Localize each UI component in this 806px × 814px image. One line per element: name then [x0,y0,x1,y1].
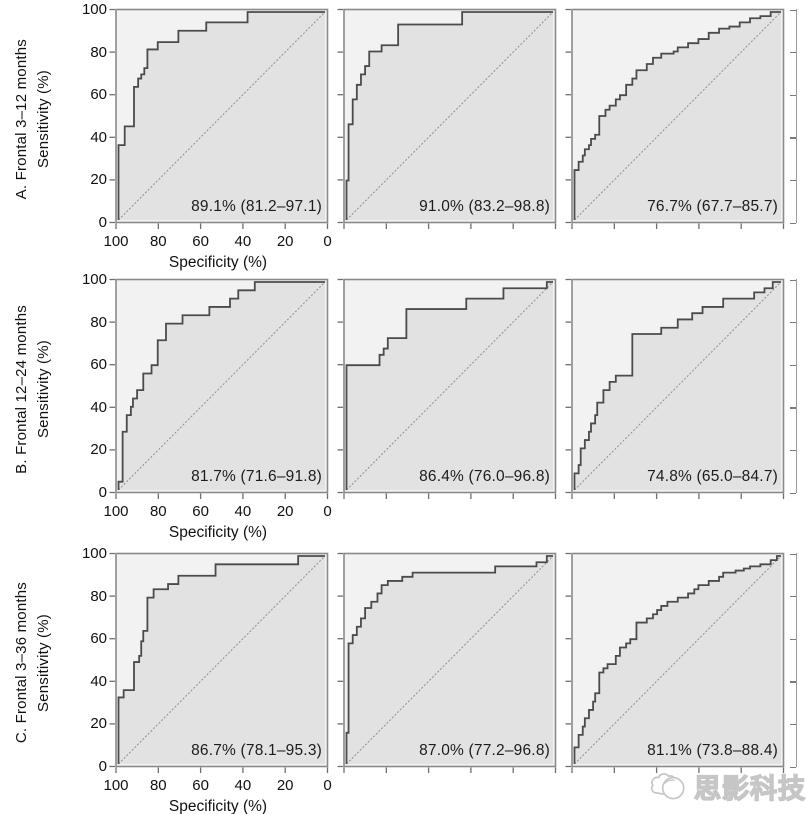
y-tick-label: 0 [98,758,107,775]
y-tick-label: 20 [90,441,107,459]
y-tick-label: 80 [90,313,107,331]
y-axis-ticks: 0 20 40 60 80 100 [58,1,107,231]
x-tick-label: 20 [276,233,294,250]
x-axis-labels: Specificity (%) 100 80 60 40 20 0 [103,232,331,278]
cropped-axis-edge [790,8,804,230]
specificity-axis-label: Specificity (%) [168,798,268,814]
x-tick-label: 40 [234,777,252,794]
auc-annotation: 81.1% (73.8–88.4) [647,742,778,759]
roc-panel-a1: 89.1% (81.2–97.1) [107,8,329,231]
row-a-title: A. Frontal 3–12 months [13,38,31,200]
auc-annotation: 74.8% (65.0–84.7) [647,468,778,485]
row-a-label: A. Frontal 3–12 months Sensitivity (%) [8,8,58,230]
y-axis-ticks: 0 20 40 60 80 100 [58,545,107,775]
y-tick-label: 20 [90,171,107,189]
auc-annotation: 86.7% (78.1–95.3) [191,742,322,759]
y-tick-label: 80 [90,587,107,605]
x-tick-label: 0 [323,777,332,794]
watermark-text: 思影科技 [693,773,806,804]
y-tick-label: 100 [81,271,107,288]
row-c-label: C. Frontal 3–36 months Sensitivity (%) [8,552,58,774]
roc-panel-c1: 86.7% (78.1–95.3) [107,552,329,775]
auc-annotation: 89.1% (81.2–97.1) [191,198,322,215]
row-frontal-12-24: B. Frontal 12–24 months Sensitivity (%) … [0,271,806,550]
roc-chart [337,552,557,773]
cropped-axis-edge [790,278,804,500]
specificity-axis-label: Specificity (%) [168,524,268,541]
x-tick-label: 0 [323,503,332,520]
roc-panel-b2: 86.4% (76.0–96.8) [335,278,557,501]
row-b-label: B. Frontal 12–24 months Sensitivity (%) [8,278,58,500]
y-tick-label: 80 [90,43,107,61]
row-frontal-3-36: C. Frontal 3–36 months Sensitivity (%) 0… [0,545,806,814]
auc-annotation: 86.4% (76.0–96.8) [419,468,550,485]
x-tick-label: 0 [323,233,332,250]
row-b-title: B. Frontal 12–24 months [13,304,31,474]
x-tick-label: 100 [103,777,129,794]
x-tick-label: 60 [192,503,209,520]
roc-chart [337,278,557,499]
y-tick-label: 20 [90,715,107,733]
roc-chart [565,278,785,499]
roc-chart [109,278,329,499]
x-tick-label: 20 [276,503,294,520]
y-tick-label: 0 [98,484,107,501]
sensitivity-axis-label: Sensitivity (%) [34,69,52,169]
x-tick-label: 80 [149,233,167,250]
x-tick-label: 40 [234,503,252,520]
roc-chart [109,8,329,229]
x-tick-label: 100 [103,233,129,250]
roc-chart [565,8,785,229]
auc-annotation: 81.7% (71.6–91.8) [191,468,322,485]
roc-panel-a2: 91.0% (83.2–98.8) [335,8,557,231]
y-tick-label: 60 [90,356,107,374]
roc-panel-a3: 76.7% (67.7–85.7) [563,8,785,231]
x-axis-labels: Specificity (%) 100 80 60 40 20 0 [103,502,331,548]
roc-panel-b1: 81.7% (71.6–91.8) [107,278,329,501]
row-c-title: C. Frontal 3–36 months [13,582,31,744]
x-tick-label: 80 [149,503,167,520]
y-tick-label: 40 [90,672,107,690]
auc-annotation: 87.0% (77.2–96.8) [419,742,550,759]
auc-annotation: 91.0% (83.2–98.8) [419,198,550,215]
y-tick-label: 60 [90,86,107,104]
x-tick-label: 80 [149,777,167,794]
y-tick-label: 60 [90,630,107,648]
x-tick-label: 60 [192,233,209,250]
x-tick-label: 60 [192,777,209,794]
specificity-axis-label: Specificity (%) [168,254,268,271]
cropped-axis-edge [790,552,804,774]
roc-panel-c3: 81.1% (73.8–88.4) [563,552,785,775]
x-tick-label: 20 [276,777,294,794]
y-tick-label: 100 [81,545,107,562]
x-tick-label: 100 [103,503,129,520]
y-axis-ticks: 0 20 40 60 80 100 [58,271,107,501]
roc-panel-c2: 87.0% (77.2–96.8) [335,552,557,775]
x-axis-labels: Specificity (%) 100 80 60 40 20 0 [103,776,331,814]
y-tick-label: 100 [81,1,107,18]
roc-chart [565,552,785,773]
sensitivity-axis-label: Sensitivity (%) [34,613,52,713]
roc-panel-b3: 74.8% (65.0–84.7) [563,278,785,501]
y-tick-label: 0 [98,214,107,231]
auc-annotation: 76.7% (67.7–85.7) [647,198,778,215]
watermark: 思影科技 [648,762,806,810]
y-tick-label: 40 [90,128,107,146]
sensitivity-axis-label: Sensitivity (%) [34,339,52,439]
roc-chart [109,552,329,773]
row-frontal-3-12: A. Frontal 3–12 months Sensitivity (%) 0… [0,1,806,280]
roc-chart [337,8,557,229]
x-tick-label: 40 [234,233,252,250]
watermark-logo-icon [650,773,685,800]
y-tick-label: 40 [90,398,107,416]
